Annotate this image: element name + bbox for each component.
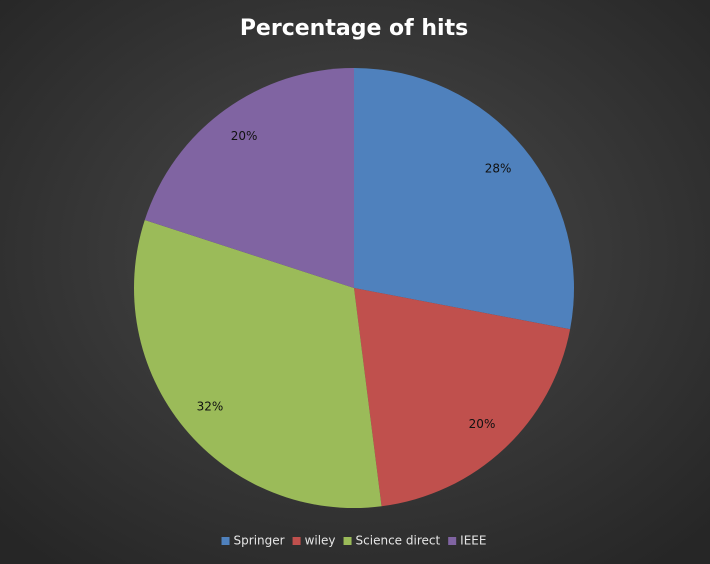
legend-label: Science direct bbox=[356, 534, 441, 548]
legend-swatch bbox=[221, 537, 230, 545]
legend: Springer wiley Science direct IEEE bbox=[221, 534, 486, 548]
legend-label: Springer bbox=[234, 534, 285, 548]
legend-swatch bbox=[292, 537, 301, 545]
chart-title: Percentage of hits bbox=[240, 16, 468, 41]
pie-slice bbox=[134, 220, 382, 508]
legend-label: IEEE bbox=[460, 534, 486, 548]
pie-slice bbox=[354, 68, 575, 330]
pie: 28% 20% 32% 20% bbox=[134, 68, 575, 508]
pie-slice bbox=[144, 68, 354, 288]
legend-label: wiley bbox=[305, 534, 336, 548]
data-label: 32% bbox=[197, 400, 224, 414]
data-label: 28% bbox=[485, 161, 512, 175]
data-label: 20% bbox=[231, 129, 258, 143]
data-label: 20% bbox=[469, 417, 496, 431]
legend-swatch bbox=[448, 537, 457, 545]
legend-swatch bbox=[343, 537, 352, 545]
pie-slice bbox=[354, 288, 571, 507]
